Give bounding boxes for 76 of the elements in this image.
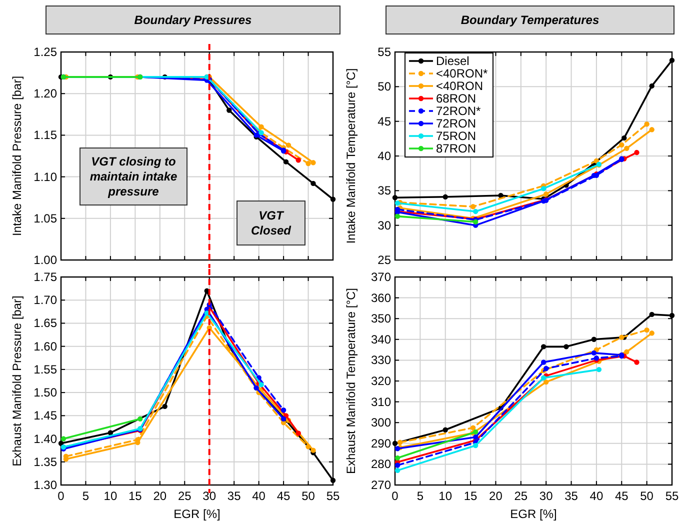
y-tick-label: 350: [370, 312, 392, 326]
y-tick-label: 310: [370, 394, 392, 409]
y-tick-label: 30: [378, 218, 392, 232]
y-tick-label: 40: [378, 149, 392, 163]
y-tick-label: 280: [370, 457, 392, 472]
x-tick-label: 55: [326, 489, 340, 503]
x-tick-label: 0: [58, 489, 65, 503]
legend-label: 68RON: [436, 92, 476, 106]
y-tick-label: 300: [370, 416, 392, 430]
x-tick-label: 50: [302, 489, 316, 503]
y-tick-label: 25: [378, 253, 392, 267]
y-tick-label: 1.00: [34, 253, 58, 267]
y-tick-label: 360: [370, 290, 392, 305]
y-tick-label: 1.75: [34, 270, 58, 284]
x-tick-label: 20: [153, 489, 167, 503]
y-tick-label: 1.70: [34, 293, 58, 308]
y-tick-label: 270: [370, 478, 392, 492]
x-tick-label: 50: [640, 489, 654, 503]
legend-label: <40RON*: [436, 66, 488, 80]
x-tick-label: 55: [665, 489, 679, 503]
x-tick-label: 10: [104, 489, 118, 503]
x-tick-label: 40: [252, 489, 266, 503]
annotation: VGT Closed: [250, 208, 292, 238]
x-tick-label: 30: [202, 489, 216, 503]
y-tick-label: 1.65: [34, 316, 58, 330]
y-tick-label: 55: [378, 45, 392, 59]
legend-label: <40RON: [436, 79, 484, 93]
y-tick-label: 1.15: [34, 128, 58, 142]
legend-label: Diesel: [436, 54, 470, 68]
x-tick-label: 15: [464, 489, 478, 503]
y-tick-label: 330: [370, 353, 392, 368]
y-tick-label: 290: [370, 436, 392, 450]
y-tick-label: 50: [378, 80, 392, 94]
y-tick-label: 1.20: [34, 86, 58, 101]
x-tick-label: 40: [590, 489, 604, 503]
y-tick-label: 370: [370, 270, 392, 284]
x-tick-label: 45: [614, 489, 629, 503]
y-axis-title: Exhaust Manifold Temperature [°C]: [344, 288, 358, 474]
y-tick-label: 1.30: [34, 478, 58, 492]
y-tick-label: 1.05: [34, 211, 58, 226]
x-tick-label: 10: [438, 489, 452, 503]
y-tick-label: 1.25: [34, 45, 58, 59]
x-axis-title: EGR [%]: [510, 507, 557, 521]
x-tick-label: 35: [564, 489, 578, 503]
x-tick-label: 0: [392, 489, 399, 503]
x-tick-label: 5: [82, 489, 90, 503]
x-tick-label: 15: [128, 489, 142, 503]
y-tick-label: 340: [370, 332, 392, 346]
y-tick-label: 320: [370, 374, 392, 388]
annotation: VGT closing to maintain intake pressure: [90, 154, 178, 198]
legend-label: 75RON: [436, 129, 476, 143]
y-tick-label: 1.50: [34, 386, 58, 400]
y-tick-label: 35: [378, 184, 392, 198]
legend-label: 72RON: [436, 116, 476, 130]
x-tick-label: 45: [276, 489, 291, 503]
y-tick-label: 1.60: [34, 339, 58, 354]
legend-label: 87RON: [436, 142, 476, 156]
y-tick-label: 1.40: [34, 432, 58, 446]
x-tick-label: 5: [416, 489, 424, 503]
y-axis-title: Intake Manifold Temperature [°C]: [344, 68, 358, 244]
y-tick-label: 1.10: [34, 170, 58, 184]
x-tick-label: 20: [489, 489, 503, 503]
legend-label: 72RON*: [436, 104, 482, 118]
y-tick-label: 1.45: [34, 408, 58, 423]
y-axis-title: Intake Manifold Pressure [bar]: [10, 76, 24, 236]
chart-title: Boundary Temperatures: [460, 13, 600, 27]
y-axis-title: Exhaust Manifold Pressure [bar]: [10, 296, 24, 466]
x-tick-label: 30: [539, 489, 554, 503]
x-tick-label: 35: [227, 489, 242, 503]
y-tick-label: 1.55: [34, 362, 58, 376]
x-axis-title: EGR [%]: [174, 507, 220, 521]
x-tick-label: 25: [178, 489, 192, 503]
y-tick-label: 1.35: [34, 454, 58, 469]
y-tick-label: 45: [378, 114, 392, 128]
x-tick-label: 25: [514, 489, 528, 503]
chart-title: Boundary Pressures: [134, 13, 252, 27]
